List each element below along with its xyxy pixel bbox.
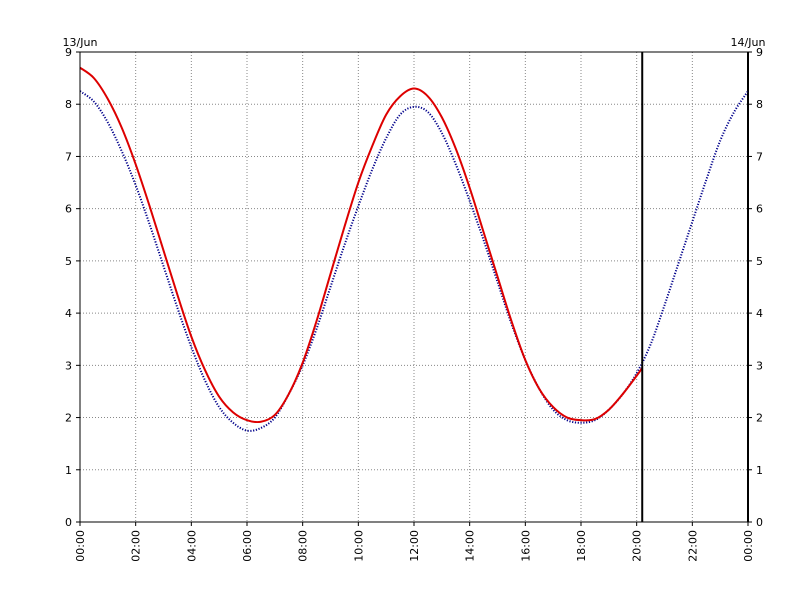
grid (80, 52, 749, 522)
x-tick-label: 00:00 (742, 530, 755, 562)
y-tick-label: 5 (65, 255, 72, 268)
observed-series-line (79, 66, 644, 424)
y-axis-right: 0 1 2 3 4 5 6 7 8 9 (748, 46, 763, 529)
x-tick-label: 04:00 (185, 530, 198, 562)
end-date-label: 14/Jun (731, 36, 766, 49)
x-tick-label: 22:00 (686, 530, 699, 562)
y-tick-label: 2 (756, 412, 763, 425)
x-tick-label: 10:00 (352, 530, 365, 562)
x-tick-label: 02:00 (130, 530, 143, 562)
y-tick-label: 3 (65, 359, 72, 372)
y-tick-label: 4 (756, 307, 763, 320)
y-tick-label: 6 (65, 203, 72, 216)
y-tick-label: 5 (756, 255, 763, 268)
y-tick-label: 0 (756, 516, 763, 529)
start-date-label: 13/Jun (63, 36, 98, 49)
x-tick-label: 14:00 (464, 530, 477, 562)
y-tick-label: 7 (65, 150, 72, 163)
series-layer (79, 66, 749, 432)
y-tick-label: 7 (756, 150, 763, 163)
y-tick-label: 9 (65, 46, 72, 59)
y-tick-label: 9 (756, 46, 763, 59)
x-tick-label: 06:00 (241, 530, 254, 562)
x-tick-label: 16:00 (519, 530, 532, 562)
y-tick-label: 0 (65, 516, 72, 529)
x-tick-label: 20:00 (631, 530, 644, 562)
x-axis: 00:00 02:00 04:00 06:00 08:00 10:00 12:00 14:00… (74, 522, 755, 562)
y-tick-label: 4 (65, 307, 72, 320)
y-tick-label: 1 (756, 464, 763, 477)
x-tick-label: 18:00 (575, 530, 588, 562)
x-tick-label: 12:00 (408, 530, 421, 562)
y-tick-label: 8 (65, 98, 72, 111)
y-tick-label: 1 (65, 464, 72, 477)
x-tick-label: 08:00 (297, 530, 310, 562)
y-tick-label: 3 (756, 359, 763, 372)
y-tick-label: 6 (756, 203, 763, 216)
y-tick-label: 8 (756, 98, 763, 111)
y-axis-left: 0 1 2 3 4 5 6 7 8 9 (65, 46, 80, 529)
y-tick-label: 2 (65, 412, 72, 425)
x-tick-label: 00:00 (74, 530, 87, 562)
